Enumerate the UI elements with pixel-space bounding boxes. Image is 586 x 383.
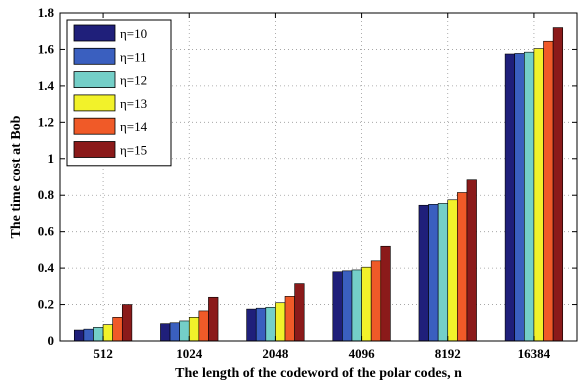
bar [208, 296, 219, 342]
bar [361, 266, 372, 342]
axis-ticks: 0 0.2 0.4 0.6 0.8 1 1.2 1.4 1.6 1.8 512 1024 2048 409… [38, 5, 577, 361]
bar [533, 48, 544, 342]
y-tick-label: 0.6 [38, 224, 55, 239]
bar [121, 304, 133, 342]
y-tick-label: 0.2 [38, 297, 54, 312]
bar [112, 317, 123, 342]
bar [447, 199, 458, 342]
legend-label: η=11 [120, 49, 147, 64]
y-tick-label: 1 [48, 151, 55, 166]
legend-label: η=15 [120, 143, 147, 158]
bar [188, 317, 200, 342]
legend-label: η=10 [120, 26, 147, 41]
bar [160, 323, 171, 342]
bar [380, 245, 391, 342]
y-tick-label: 0.4 [38, 260, 55, 275]
bar [514, 53, 525, 342]
bar [342, 270, 353, 342]
bar [332, 271, 343, 342]
bar [275, 302, 286, 342]
legend-swatch [73, 71, 116, 88]
x-tick-label: 512 [93, 346, 113, 361]
x-tick-label: 8192 [435, 346, 461, 361]
bar [466, 179, 477, 342]
bar [294, 283, 305, 342]
legend: η=10 η=11 η=12 η=13 η=14 η=15 [66, 19, 172, 167]
x-tick-label: 2048 [262, 346, 289, 361]
legend-label: η=12 [120, 73, 147, 88]
plot-frame [59, 12, 578, 342]
x-tick-label: 4096 [349, 346, 376, 361]
bar [457, 192, 468, 342]
y-axis-title: The time cost at Bob [9, 115, 24, 238]
bar [255, 307, 267, 342]
bar [169, 322, 180, 342]
bar [543, 40, 554, 342]
legend-swatch [73, 24, 116, 42]
x-tick-label: 1024 [176, 346, 203, 361]
y-tick-label: 1.8 [38, 5, 55, 20]
bar [102, 324, 113, 342]
bar [351, 269, 362, 342]
y-tick-label: 1.6 [38, 41, 55, 56]
bar [179, 320, 190, 342]
y-tick-label: 1.2 [38, 114, 54, 129]
bar [504, 53, 516, 342]
bar [552, 27, 564, 342]
y-tick-label: 1.4 [38, 78, 55, 93]
bar [198, 310, 209, 342]
y-tick-label: 0.8 [38, 187, 55, 202]
legend-swatch [73, 94, 116, 112]
legend-label: η=13 [120, 96, 147, 111]
bar [73, 329, 85, 342]
bar [265, 306, 276, 342]
bar [418, 204, 429, 342]
legend-swatch [73, 117, 116, 135]
x-tick-label: 16384 [518, 346, 551, 361]
bar [370, 260, 382, 342]
y-tick-label: 0 [48, 333, 55, 348]
bar [83, 328, 94, 342]
bar [246, 308, 257, 342]
bars [73, 27, 564, 342]
legend-swatch [73, 47, 116, 65]
bar [437, 203, 449, 342]
bar [524, 51, 535, 342]
bar [284, 296, 295, 342]
legend-swatch [73, 141, 116, 158]
x-axis-title: The length of the codeword of the polar … [175, 366, 462, 381]
legend-label: η=14 [120, 119, 148, 134]
bar [93, 327, 104, 342]
bar [428, 204, 439, 342]
